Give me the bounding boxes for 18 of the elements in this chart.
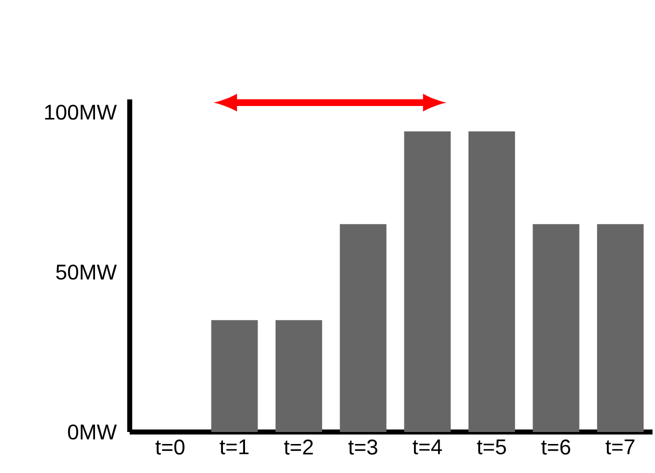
x-tick-label: t=1 xyxy=(220,440,249,454)
x-tick-label: t=6 xyxy=(541,440,570,455)
bar xyxy=(404,131,451,432)
x-tick-label: t=7 xyxy=(606,440,634,454)
bar xyxy=(597,224,644,432)
x-tick-label: t=2 xyxy=(284,440,313,455)
bar xyxy=(276,320,322,432)
bar xyxy=(468,131,516,432)
x-tick-label: t=5 xyxy=(476,440,506,454)
bar xyxy=(532,224,580,432)
y-tick-label: 50MW xyxy=(56,264,117,280)
x-tick-label: t=4 xyxy=(412,440,442,454)
bar xyxy=(340,224,386,432)
bar xyxy=(211,320,258,432)
y-tick-label: 0MW xyxy=(68,424,117,440)
x-tick-label: t=0 xyxy=(155,440,184,455)
y-tick-label: 100MW xyxy=(45,104,117,120)
x-tick-label: t=3 xyxy=(348,440,378,455)
